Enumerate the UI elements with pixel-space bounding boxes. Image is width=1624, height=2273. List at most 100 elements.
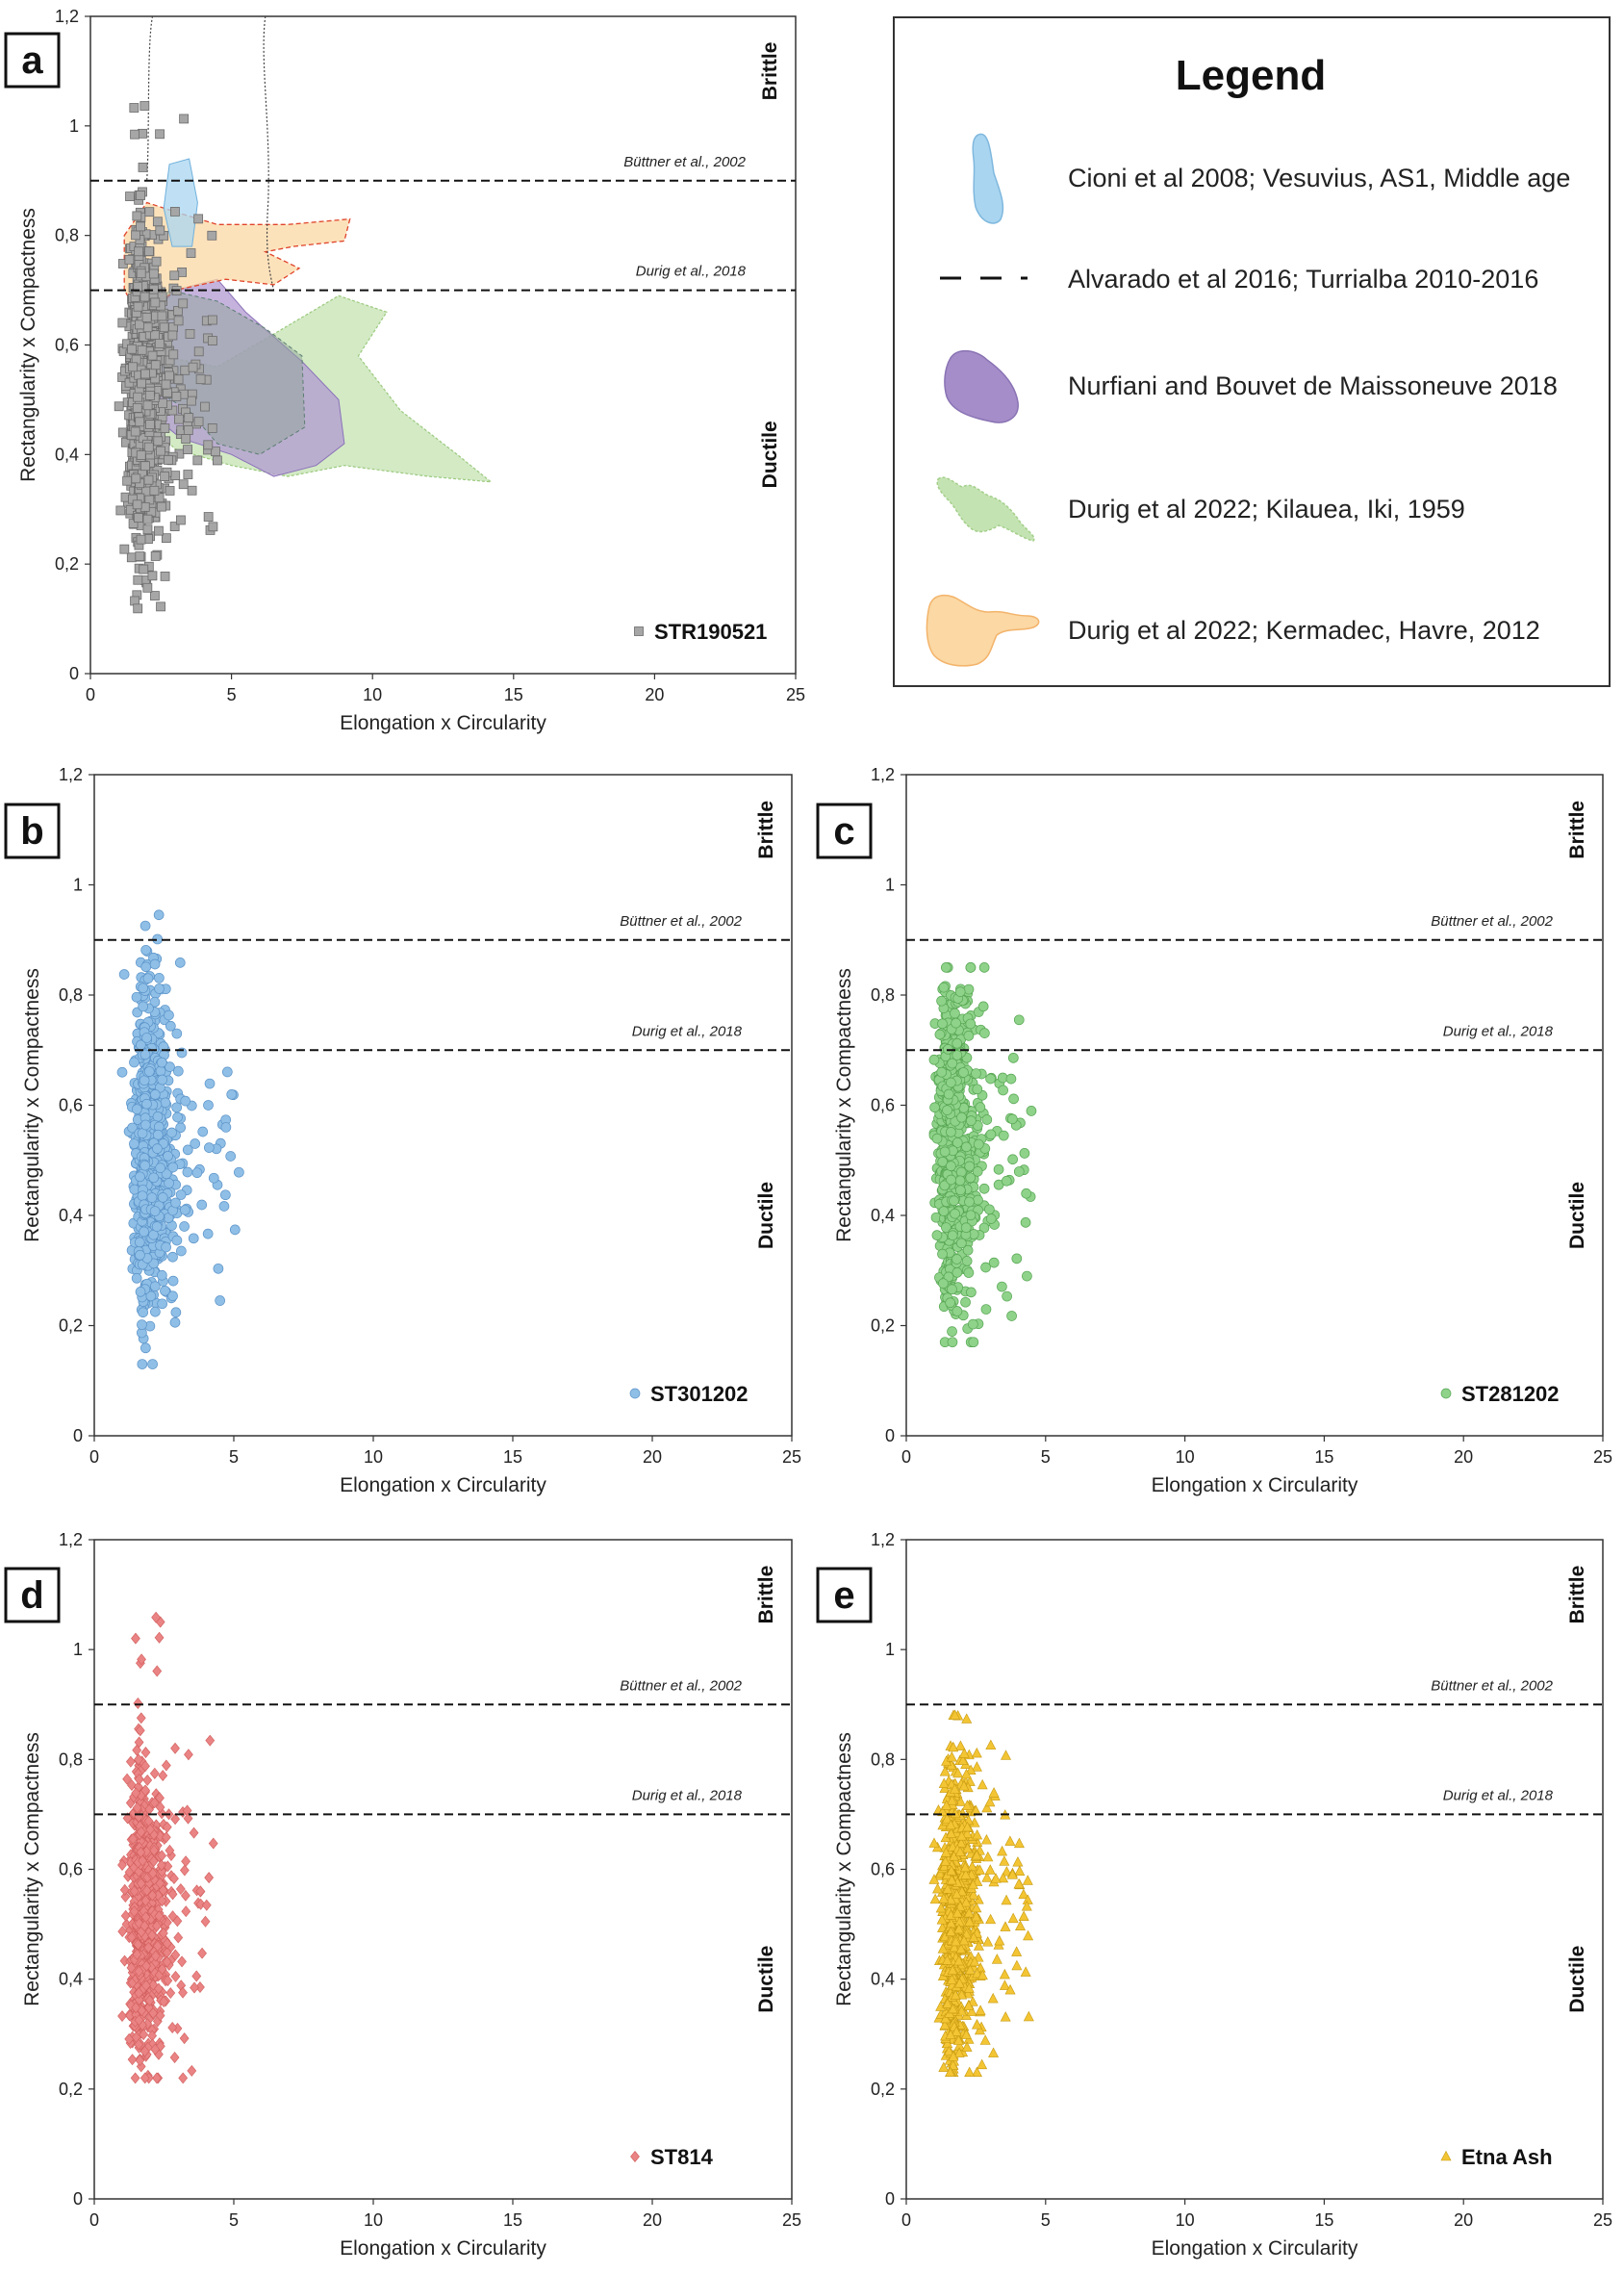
data-point — [954, 986, 966, 997]
data-point — [140, 1895, 151, 1907]
data-point — [135, 1724, 145, 1737]
data-point — [931, 1230, 943, 1240]
series-legend-marker — [1440, 1388, 1452, 1399]
data-point — [131, 230, 140, 241]
data-point — [946, 1161, 956, 1172]
panel-letter: b — [20, 810, 43, 853]
data-point — [980, 1304, 992, 1315]
data-point — [158, 1770, 168, 1782]
data-point — [156, 1859, 166, 1872]
data-point — [956, 1111, 967, 1123]
series-etna-ash — [928, 1709, 1034, 2078]
data-point — [947, 1326, 957, 1337]
data-point — [154, 983, 165, 994]
y-tick-label: 0,6 — [55, 336, 79, 355]
data-point — [153, 436, 164, 447]
data-point — [140, 944, 151, 956]
data-point — [958, 1780, 970, 1791]
zone-label-ductile: Ductile — [1566, 1946, 1588, 2013]
data-point — [150, 297, 161, 308]
legend-label-kilauea: Durig et al 2022; Kilauea, Iki, 1959 — [1068, 495, 1465, 524]
data-point — [137, 1653, 146, 1666]
x-tick-label: 15 — [504, 685, 523, 704]
data-point — [932, 1882, 944, 1894]
data-point — [952, 1767, 964, 1778]
data-point — [161, 1759, 171, 1772]
data-point — [143, 442, 154, 452]
data-point — [135, 417, 145, 427]
data-point — [131, 991, 142, 1003]
data-point — [143, 1066, 155, 1077]
data-point — [965, 962, 977, 973]
data-point — [938, 2061, 950, 2072]
data-point — [956, 1885, 968, 1897]
data-point — [129, 1905, 140, 1918]
data-point — [182, 1166, 193, 1178]
data-point — [208, 522, 218, 532]
data-point — [991, 1954, 1002, 1964]
data-point — [946, 1865, 957, 1876]
data-point — [184, 1749, 193, 1761]
data-point — [197, 1126, 209, 1137]
data-point — [144, 1995, 155, 2006]
data-point — [1022, 1270, 1032, 1282]
data-point — [179, 2032, 190, 2045]
data-point — [178, 479, 189, 490]
data-point — [117, 318, 128, 328]
data-point — [960, 1222, 972, 1234]
data-point — [144, 391, 155, 400]
x-tick-label: 15 — [503, 1447, 522, 1467]
data-point — [117, 2010, 127, 2023]
data-point — [958, 1067, 969, 1078]
data-point — [156, 601, 165, 612]
data-point — [945, 1819, 956, 1830]
data-point — [177, 1955, 187, 1968]
x-axis-title: Elongation x Circularity — [1152, 1474, 1358, 1496]
x-tick-label: 5 — [229, 2210, 239, 2230]
data-point — [145, 1824, 155, 1836]
data-point — [985, 1739, 997, 1750]
data-point — [1015, 1920, 1027, 1930]
data-point — [193, 214, 204, 224]
data-point — [155, 2009, 165, 2022]
data-point — [136, 1846, 146, 1858]
data-point — [147, 571, 158, 581]
zone-label-brittle: Brittle — [759, 42, 781, 101]
data-point — [939, 1180, 951, 1191]
x-tick-label: 20 — [645, 685, 664, 704]
data-point — [142, 582, 153, 593]
data-point — [1013, 1014, 1025, 1026]
reference-line-label: Büttner et al., 2002 — [620, 913, 742, 930]
data-point — [183, 470, 193, 479]
data-point — [171, 1235, 183, 1246]
data-point — [953, 1978, 965, 1988]
data-point — [953, 2047, 965, 2057]
data-point — [145, 1290, 157, 1302]
y-axis-title: Rectangularity x Compactness — [21, 968, 43, 1242]
data-point — [181, 434, 191, 444]
series-legend-label: Etna Ash — [1461, 2145, 1553, 2169]
data-point — [947, 1337, 958, 1348]
data-point — [191, 1167, 203, 1179]
data-point — [972, 1166, 983, 1177]
x-tick-label: 10 — [363, 685, 382, 704]
data-point — [154, 525, 164, 536]
data-point — [150, 2043, 161, 2056]
data-point — [163, 1151, 173, 1162]
data-point — [202, 1228, 214, 1239]
x-tick-label: 15 — [1314, 2210, 1333, 2230]
series-legend-label: ST814 — [650, 2145, 714, 2169]
data-point — [134, 2038, 144, 2051]
data-point — [148, 1855, 159, 1868]
data-point — [131, 1272, 142, 1284]
series-legend-marker — [629, 1388, 641, 1399]
data-point — [990, 1873, 1002, 1883]
data-point — [170, 1307, 182, 1318]
data-point — [999, 1979, 1010, 1990]
data-point — [170, 1970, 181, 1982]
data-point — [987, 1992, 999, 2004]
data-point — [138, 983, 149, 994]
data-point — [940, 1847, 952, 1857]
